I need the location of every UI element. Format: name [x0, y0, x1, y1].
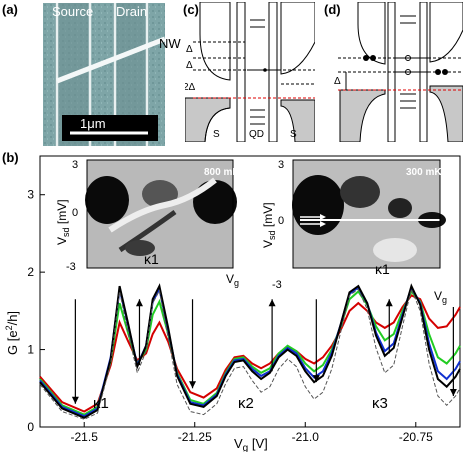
energy-diagram-d: Δ — [334, 2, 463, 142]
arrow-head — [312, 375, 320, 383]
kappa-label-2: κ2 — [238, 395, 254, 412]
inset-left-kappa: κ1 — [144, 251, 159, 267]
delta-label-c-2: Δ — [186, 60, 193, 71]
inset-right-kappa: κ1 — [375, 261, 390, 277]
panel-label-d: (d) — [324, 2, 341, 17]
y-axis-label: G [e2/h] — [4, 311, 20, 355]
arrow-head — [189, 381, 197, 389]
kappa-label-3: κ3 — [372, 395, 388, 412]
qd-label: QD — [249, 129, 264, 140]
nw-label: NW — [159, 36, 181, 51]
series-line-1 — [39, 294, 461, 413]
x-tick-label: -21.5 — [71, 430, 99, 444]
panel-label-a: (a) — [2, 2, 18, 17]
y-tick-label: 1 — [27, 343, 34, 357]
inset-right-image — [292, 160, 446, 268]
inset-left-ytick-3: 3 — [72, 159, 78, 171]
drain-label: Drain — [116, 4, 148, 19]
series-line-5 — [39, 287, 461, 420]
arrow-head — [449, 389, 457, 397]
lead-label-s-left: S — [213, 129, 220, 140]
inset-left-temp: 800 mK — [204, 167, 240, 178]
source-label: Source — [52, 4, 94, 19]
sem-image — [43, 3, 165, 146]
x-axis-label: Vg [V] — [234, 436, 268, 452]
arrow-head — [385, 299, 393, 307]
chart-layer: -21.5 -21.25 -21.0 -20.75 0 1 2 3 — [27, 188, 461, 444]
kappa-label-1: κ1 — [93, 395, 109, 412]
lead-label-s-right: S — [290, 129, 297, 140]
panel-label-c: (c) — [183, 2, 199, 17]
inset-right-ylabel: Vsd [mV] — [261, 202, 277, 248]
y-tick-label: 0 — [27, 420, 34, 434]
inset-left-vg-label: Vg — [226, 272, 239, 288]
inset-right-ytick-m3: -3 — [272, 279, 282, 291]
inset-left-ylabel: Vsd [mV] — [55, 199, 71, 245]
inset-left-image — [85, 160, 237, 268]
inset-right-temp: 300 mK — [406, 167, 442, 178]
delta-label-d: Δ — [334, 76, 341, 87]
x-tick-label: -20.75 — [399, 430, 433, 444]
inset-right-ytick-0: 0 — [278, 215, 284, 227]
y-tick-label: 3 — [27, 188, 34, 202]
arrow-head — [268, 299, 276, 307]
scalebar-label: 1μm — [80, 116, 106, 131]
y-tick-label: 2 — [27, 265, 34, 279]
inset-right-vg-label: Vg — [434, 289, 447, 305]
inset-left-ytick-0: 0 — [72, 207, 78, 219]
panel-label-b: (b) — [2, 150, 19, 165]
arrow-head — [71, 396, 79, 404]
arrow-head — [135, 299, 143, 307]
inset-right-ytick-3: 3 — [278, 159, 284, 171]
series-line-4 — [39, 283, 461, 419]
sem-image-drawing — [43, 3, 165, 146]
delta-label-c-1: Δ — [186, 44, 193, 55]
conductance-plot: 800 mK κ1 3 0 -3 Vsd [mV] Vg 300 mK κ1 3… — [4, 155, 461, 452]
inset-left-ytick-m3: -3 — [66, 261, 76, 273]
energy-diagram-c: Δ Δ 2Δ S QD S — [185, 2, 315, 142]
x-tick-label: -21.25 — [178, 430, 212, 444]
x-tick-label: -21.0 — [292, 430, 320, 444]
delta-label-c-3: 2Δ — [185, 82, 196, 93]
